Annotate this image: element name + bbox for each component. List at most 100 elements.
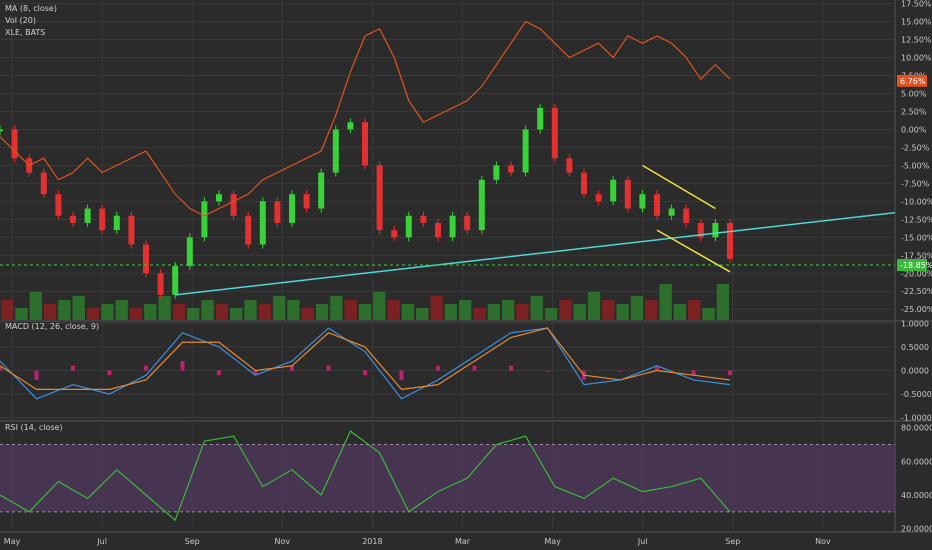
volume-bar bbox=[602, 300, 615, 320]
candle-body bbox=[683, 208, 690, 223]
volume-bar bbox=[344, 300, 357, 320]
x-tick-label: Mar bbox=[455, 537, 471, 546]
candle-body bbox=[70, 215, 76, 223]
x-tick-label: May bbox=[4, 537, 21, 546]
y-tick-label: -25.00% bbox=[901, 305, 932, 314]
candle-body bbox=[566, 158, 573, 173]
candle-body bbox=[391, 230, 398, 238]
candle-body bbox=[362, 122, 368, 166]
macd-tick-label: 0.5000 bbox=[901, 343, 929, 352]
volume-bar bbox=[215, 304, 229, 320]
macd-tick-label: 0.0000 bbox=[901, 367, 929, 376]
volume-bar bbox=[673, 304, 687, 320]
candle-body bbox=[99, 208, 106, 231]
candle-body bbox=[230, 194, 237, 216]
macd-indicator-label[interactable]: MACD (12, 26, close, 9) bbox=[5, 322, 100, 331]
candle-body bbox=[289, 194, 295, 223]
candle-body bbox=[201, 201, 208, 238]
candle-body bbox=[143, 244, 149, 274]
y-tick-label: -20.00% bbox=[901, 269, 932, 278]
candle-body bbox=[493, 165, 500, 180]
x-tick-label: Nov bbox=[274, 537, 290, 546]
volume-bar bbox=[115, 300, 128, 320]
ma-indicator-label[interactable]: MA (8, close) bbox=[5, 4, 57, 13]
macd-histogram-bar bbox=[34, 370, 39, 380]
rsi-tick-label: 20.0000 bbox=[901, 525, 932, 534]
candle-body bbox=[537, 107, 544, 130]
candle-body bbox=[420, 215, 427, 223]
volume-indicator-label[interactable]: Vol (20) bbox=[5, 16, 36, 25]
trendline bbox=[642, 164, 716, 210]
macd-histogram-bar bbox=[217, 370, 221, 376]
macd-histogram-bar bbox=[436, 365, 440, 371]
rsi-indicator-label[interactable]: RSI (14, close) bbox=[5, 423, 63, 432]
volume-bar bbox=[244, 300, 257, 320]
volume-bar bbox=[373, 292, 386, 320]
volume-bar bbox=[58, 300, 71, 320]
trendline bbox=[656, 229, 731, 273]
volume-bar bbox=[29, 292, 42, 320]
candle-body bbox=[581, 172, 587, 195]
candle-body bbox=[595, 194, 602, 202]
volume-bar bbox=[444, 304, 458, 320]
candle-body bbox=[654, 194, 660, 216]
candle-body bbox=[303, 194, 310, 209]
volume-bar bbox=[487, 304, 500, 320]
volume-bar bbox=[573, 304, 586, 320]
symbol-label[interactable]: XLE, BATS bbox=[5, 28, 46, 37]
macd-histogram-bar bbox=[144, 365, 148, 371]
macd-histogram-bar bbox=[509, 365, 513, 371]
rsi-band-fill bbox=[0, 444, 895, 512]
candle-body bbox=[697, 222, 704, 238]
x-tick-label: 2018 bbox=[362, 537, 382, 546]
volume-bar bbox=[358, 304, 372, 320]
candle-body bbox=[624, 179, 631, 209]
volume-bar bbox=[315, 304, 329, 320]
candle-body bbox=[216, 194, 222, 202]
volume-bar bbox=[72, 296, 85, 320]
macd-signal-line bbox=[0, 327, 731, 390]
candle-body bbox=[259, 201, 266, 245]
volume-bar bbox=[473, 308, 486, 320]
volume-bar bbox=[716, 284, 729, 320]
candle-body bbox=[347, 122, 354, 130]
candle-body bbox=[245, 215, 252, 245]
x-tick-label: Sep bbox=[185, 537, 200, 546]
volume-bar bbox=[530, 296, 543, 320]
macd-histogram-bar bbox=[472, 365, 477, 371]
macd-histogram-bar bbox=[728, 370, 732, 376]
macd-histogram-bar bbox=[655, 365, 659, 371]
volume-bar bbox=[230, 308, 243, 320]
volume-bar bbox=[158, 296, 171, 320]
macd-histogram-bar bbox=[180, 361, 185, 371]
candle-body bbox=[55, 194, 62, 216]
y-tick-label: 10.00% bbox=[901, 54, 932, 63]
xle-last-value-badge-bg bbox=[897, 74, 927, 87]
volume-bar bbox=[387, 300, 400, 320]
candle-body bbox=[113, 215, 120, 231]
macd-tick-label: -1.0000 bbox=[901, 414, 932, 423]
volume-bar bbox=[258, 304, 271, 320]
candle-body bbox=[376, 165, 383, 231]
macd-histogram-bar bbox=[71, 365, 75, 371]
volume-bar bbox=[1, 300, 14, 320]
xle-price-line bbox=[0, 20, 731, 217]
macd-histogram-bar bbox=[363, 370, 367, 376]
candle-body bbox=[668, 208, 675, 216]
candle-body bbox=[172, 266, 179, 295]
candle-body bbox=[332, 129, 339, 173]
candle-body bbox=[478, 179, 485, 231]
candle-body bbox=[128, 215, 135, 245]
candle-body bbox=[639, 194, 646, 209]
trendline bbox=[175, 211, 896, 296]
volume-bar bbox=[187, 308, 200, 320]
x-tick-label: Jul bbox=[637, 537, 648, 546]
y-tick-label: 2.50% bbox=[901, 107, 927, 116]
y-tick-label: 5.00% bbox=[901, 89, 927, 98]
volume-bar bbox=[129, 308, 143, 320]
y-tick-label: 12.50% bbox=[901, 36, 932, 45]
volume-bar bbox=[702, 308, 715, 320]
volume-bar bbox=[144, 304, 157, 320]
candle-last-value-badge-bg bbox=[897, 258, 927, 271]
